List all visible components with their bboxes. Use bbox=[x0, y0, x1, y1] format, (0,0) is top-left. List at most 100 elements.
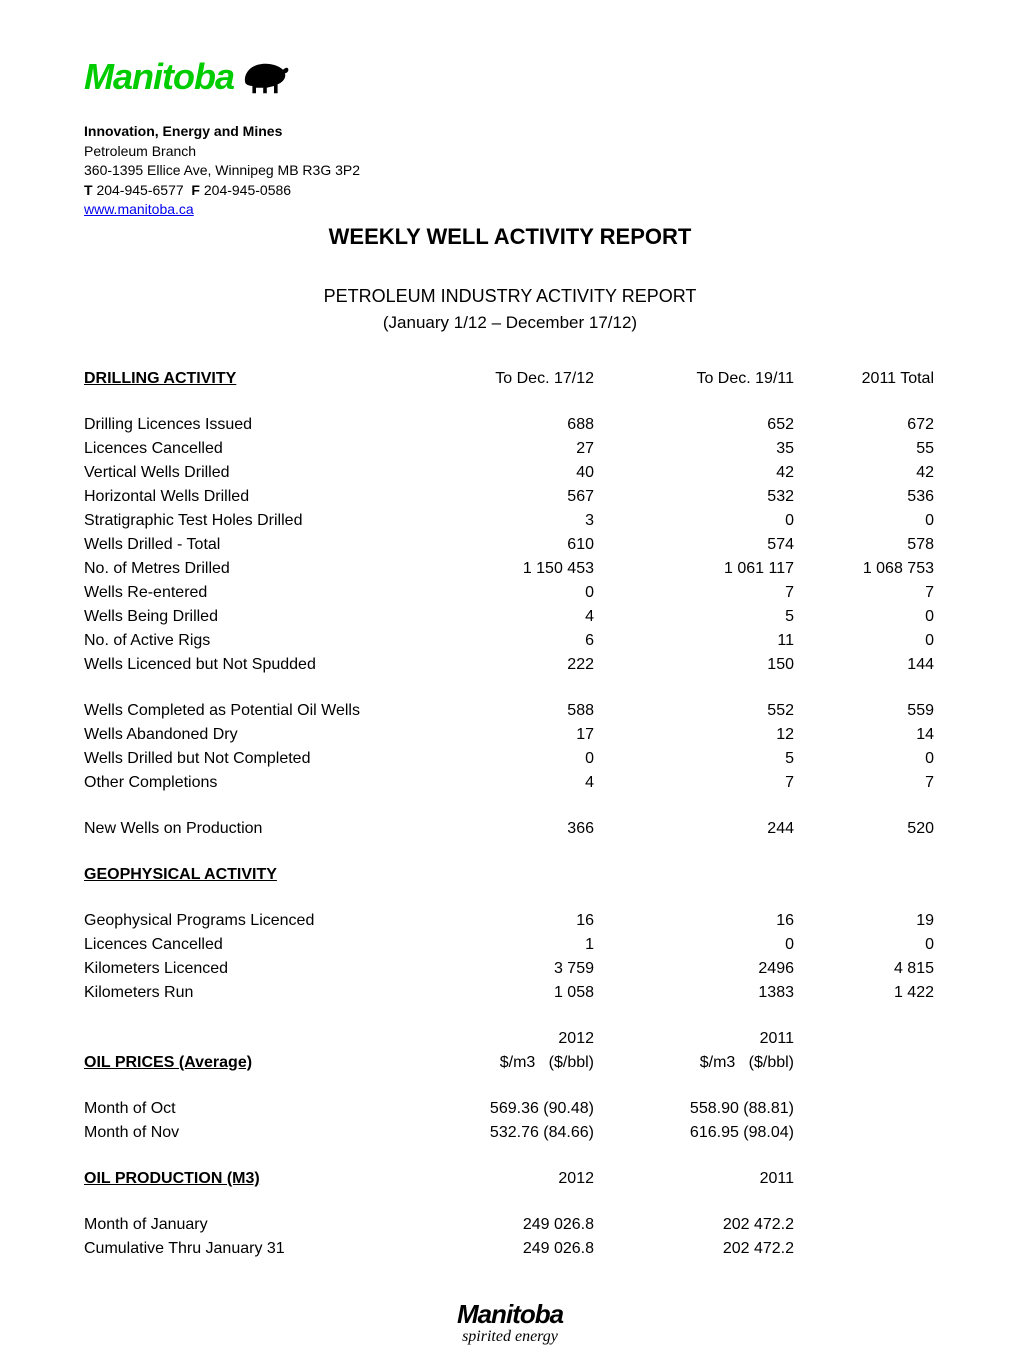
row-value-3: 536 bbox=[794, 485, 934, 509]
row-label: Month of Nov bbox=[84, 1121, 424, 1145]
row-value-1: 3 759 bbox=[424, 957, 594, 981]
logo-header: Manitoba bbox=[84, 56, 936, 98]
row-value-2: 202 472.2 bbox=[594, 1213, 794, 1237]
table-row: Wells Licenced but Not Spudded222150144 bbox=[84, 653, 936, 677]
row-label: Wells Being Drilled bbox=[84, 605, 424, 629]
row-value-1: 0 bbox=[424, 747, 594, 771]
date-range: (January 1/12 – December 17/12) bbox=[84, 313, 936, 333]
row-value-2: 0 bbox=[594, 509, 794, 533]
table-row: New Wells on Production366244520 bbox=[84, 817, 936, 841]
row-value-3: 0 bbox=[794, 509, 934, 533]
row-label: Vertical Wells Drilled bbox=[84, 461, 424, 485]
row-value-3 bbox=[794, 1097, 934, 1121]
row-value-2: 616.95 (98.04) bbox=[594, 1121, 794, 1145]
row-value-1: 588 bbox=[424, 699, 594, 723]
row-value-3: 4 815 bbox=[794, 957, 934, 981]
row-value-2: 7 bbox=[594, 581, 794, 605]
table-row: Month of January249 026.8202 472.2 bbox=[84, 1213, 936, 1237]
row-label: Licences Cancelled bbox=[84, 437, 424, 461]
row-value-3: 0 bbox=[794, 605, 934, 629]
data-table: DRILLING ACTIVITY To Dec. 17/12 To Dec. … bbox=[84, 367, 936, 1261]
row-value-2: 652 bbox=[594, 413, 794, 437]
row-value-1: 222 bbox=[424, 653, 594, 677]
oil-year-1: 2012 bbox=[424, 1027, 594, 1051]
row-label: Wells Re-entered bbox=[84, 581, 424, 605]
row-value-1: 1 058 bbox=[424, 981, 594, 1005]
row-label: Drilling Licences Issued bbox=[84, 413, 424, 437]
row-label: Stratigraphic Test Holes Drilled bbox=[84, 509, 424, 533]
table-row: Geophysical Programs Licenced161619 bbox=[84, 909, 936, 933]
table-row: Wells Re-entered077 bbox=[84, 581, 936, 605]
oil-unit-2: $/m3 ($/bbl) bbox=[594, 1051, 794, 1075]
table-row: Wells Drilled - Total610574578 bbox=[84, 533, 936, 557]
row-value-1: 688 bbox=[424, 413, 594, 437]
table-row: Wells Abandoned Dry171214 bbox=[84, 723, 936, 747]
row-value-2: 574 bbox=[594, 533, 794, 557]
row-value-1: 6 bbox=[424, 629, 594, 653]
oil-unit-1: $/m3 ($/bbl) bbox=[424, 1051, 594, 1075]
oil-production-header: OIL PRODUCTION (M3) bbox=[84, 1167, 424, 1191]
row-value-2: 12 bbox=[594, 723, 794, 747]
row-value-1: 3 bbox=[424, 509, 594, 533]
website-link[interactable]: www.manitoba.ca bbox=[84, 201, 194, 217]
row-label: No. of Active Rigs bbox=[84, 629, 424, 653]
row-value-1: 567 bbox=[424, 485, 594, 509]
row-value-3: 19 bbox=[794, 909, 934, 933]
row-label: Wells Drilled but Not Completed bbox=[84, 747, 424, 771]
row-label: Wells Completed as Potential Oil Wells bbox=[84, 699, 424, 723]
row-value-2: 532 bbox=[594, 485, 794, 509]
row-value-2: 202 472.2 bbox=[594, 1237, 794, 1261]
row-value-3: 1 422 bbox=[794, 981, 934, 1005]
row-value-3: 7 bbox=[794, 771, 934, 795]
table-row: Drilling Licences Issued688652672 bbox=[84, 413, 936, 437]
table-row: Kilometers Licenced3 75924964 815 bbox=[84, 957, 936, 981]
row-value-3: 578 bbox=[794, 533, 934, 557]
footer-logo-text: Manitoba bbox=[84, 1299, 936, 1330]
row-value-1: 4 bbox=[424, 771, 594, 795]
table-row: Licences Cancelled273555 bbox=[84, 437, 936, 461]
oil-prices-header: OIL PRICES (Average) bbox=[84, 1051, 424, 1075]
table-row: Other Completions477 bbox=[84, 771, 936, 795]
table-row: Vertical Wells Drilled404242 bbox=[84, 461, 936, 485]
row-label: Kilometers Licenced bbox=[84, 957, 424, 981]
row-label: Cumulative Thru January 31 bbox=[84, 1237, 424, 1261]
row-value-3 bbox=[794, 1213, 934, 1237]
row-value-1: 532.76 (84.66) bbox=[424, 1121, 594, 1145]
row-value-3: 0 bbox=[794, 629, 934, 653]
table-row: Cumulative Thru January 31249 026.8202 4… bbox=[84, 1237, 936, 1261]
row-value-3 bbox=[794, 1237, 934, 1261]
table-row: Month of Nov532.76 (84.66)616.95 (98.04) bbox=[84, 1121, 936, 1145]
row-value-2: 150 bbox=[594, 653, 794, 677]
table-row: Kilometers Run1 05813831 422 bbox=[84, 981, 936, 1005]
row-value-3: 672 bbox=[794, 413, 934, 437]
row-value-2: 7 bbox=[594, 771, 794, 795]
geophysical-header-row: GEOPHYSICAL ACTIVITY bbox=[84, 863, 936, 887]
oil-prod-year-1: 2012 bbox=[424, 1167, 594, 1191]
footer-logo: Manitoba spirited energy bbox=[84, 1299, 936, 1346]
department: Innovation, Energy and Mines bbox=[84, 122, 936, 142]
row-value-1: 16 bbox=[424, 909, 594, 933]
row-value-3: 42 bbox=[794, 461, 934, 485]
row-value-2: 558.90 (88.81) bbox=[594, 1097, 794, 1121]
table-row: Stratigraphic Test Holes Drilled300 bbox=[84, 509, 936, 533]
row-value-1: 249 026.8 bbox=[424, 1237, 594, 1261]
bison-icon bbox=[238, 57, 292, 97]
row-value-2: 1 061 117 bbox=[594, 557, 794, 581]
row-label: Kilometers Run bbox=[84, 981, 424, 1005]
row-value-3: 14 bbox=[794, 723, 934, 747]
table-row: No. of Active Rigs6110 bbox=[84, 629, 936, 653]
row-value-2: 244 bbox=[594, 817, 794, 841]
row-value-1: 0 bbox=[424, 581, 594, 605]
row-value-2: 2496 bbox=[594, 957, 794, 981]
table-row: Horizontal Wells Drilled567532536 bbox=[84, 485, 936, 509]
row-label: Other Completions bbox=[84, 771, 424, 795]
row-label: Geophysical Programs Licenced bbox=[84, 909, 424, 933]
drilling-header-row: DRILLING ACTIVITY To Dec. 17/12 To Dec. … bbox=[84, 367, 936, 391]
address: 360-1395 Ellice Ave, Winnipeg MB R3G 3P2 bbox=[84, 161, 936, 181]
row-value-1: 17 bbox=[424, 723, 594, 747]
row-value-2: 1383 bbox=[594, 981, 794, 1005]
row-label: Wells Abandoned Dry bbox=[84, 723, 424, 747]
row-value-1: 366 bbox=[424, 817, 594, 841]
row-label: No. of Metres Drilled bbox=[84, 557, 424, 581]
row-label: Month of Oct bbox=[84, 1097, 424, 1121]
